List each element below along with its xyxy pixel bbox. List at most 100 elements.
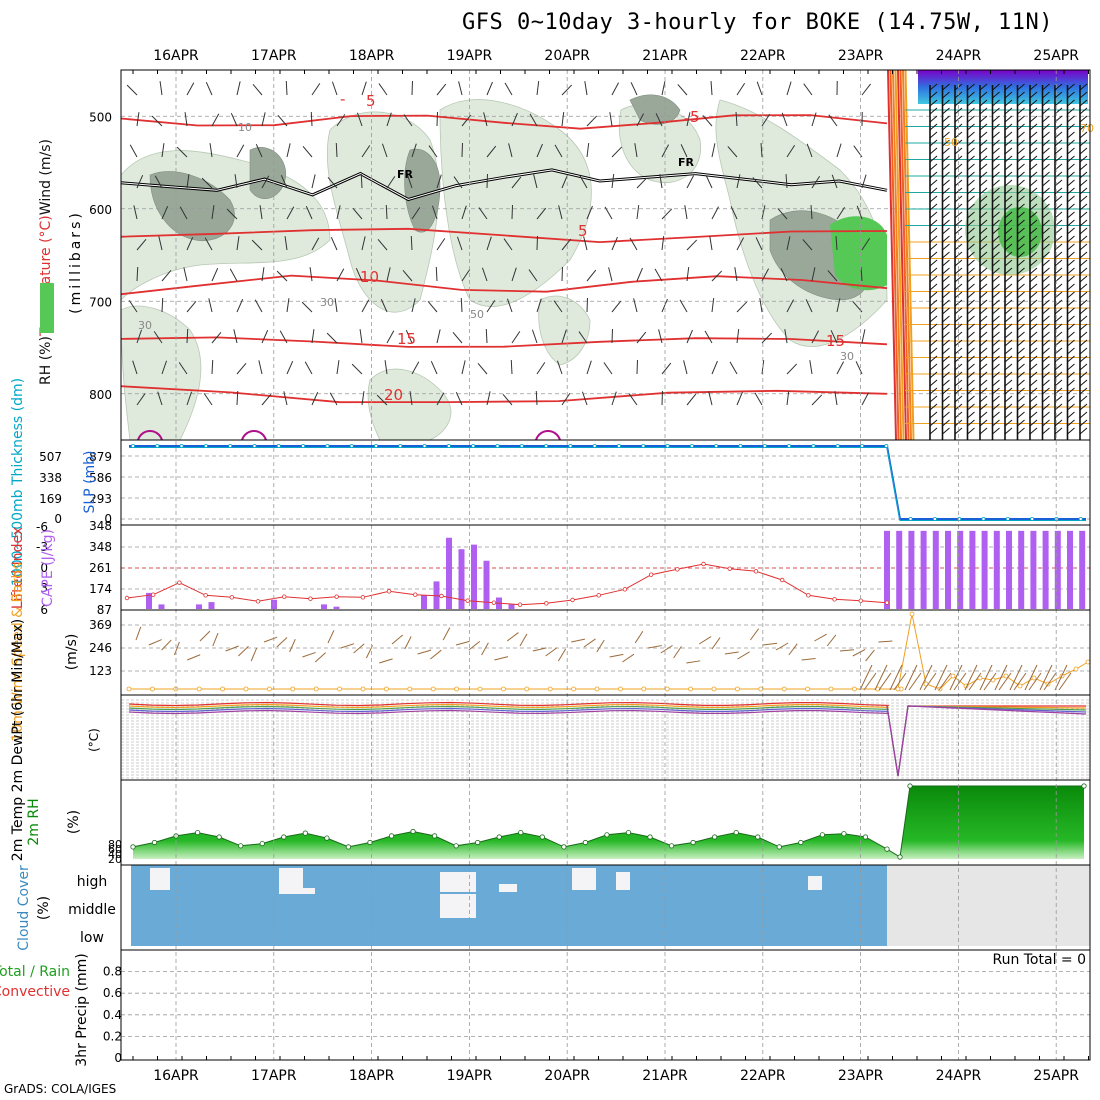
barb-flag: [1017, 403, 1025, 411]
break-contour: [899, 69, 910, 441]
barb-flag: [1042, 195, 1050, 203]
barb-flag: [1017, 83, 1025, 91]
barb-flag: [979, 203, 988, 211]
barb-flag: [1029, 171, 1038, 179]
barb-flag: [967, 123, 975, 131]
temp-contour--5: [120, 114, 888, 130]
wind-speed-point: [594, 686, 600, 692]
wind-barb: [361, 391, 365, 406]
barb-flag: [992, 363, 1000, 371]
cape-bar: [146, 592, 152, 609]
wind-barb: [225, 645, 239, 652]
rh-shade-dark-1: [249, 147, 287, 199]
wind-speed-point: [477, 686, 483, 692]
wind-barb: [786, 236, 791, 251]
rh2m-point: [367, 839, 373, 846]
barb-flag: [1029, 163, 1038, 171]
wind-barb: [378, 83, 388, 96]
barb-flag: [1004, 211, 1013, 219]
barb-flag: [967, 99, 975, 107]
barb-flag: [1054, 363, 1063, 371]
barb-flag: [942, 195, 950, 203]
barb-flag: [979, 299, 988, 307]
barb-flag: [979, 131, 988, 139]
wind-speed-point: [828, 686, 834, 692]
precip-tick: 0.2: [103, 1029, 122, 1043]
barb-flag: [1029, 187, 1038, 195]
wind-barb: [658, 329, 663, 344]
barb-flag: [1067, 291, 1075, 299]
barb-flag: [992, 227, 1000, 235]
barb-flag: [1042, 171, 1050, 179]
wind-barb: [435, 266, 438, 282]
barb-flag: [1079, 115, 1088, 123]
barb-flag: [992, 115, 1000, 123]
barb-flag: [992, 331, 1000, 339]
wind-barb: [481, 267, 488, 282]
wind-barb: [561, 84, 573, 96]
barb-flag: [967, 267, 975, 275]
barb-flag: [967, 307, 975, 315]
li-point: [255, 599, 261, 604]
barb-flag: [1017, 123, 1025, 131]
wind-barb: [856, 205, 863, 220]
wind-barb: [460, 297, 463, 313]
wind-barb: [865, 649, 875, 662]
wind-barb: [949, 664, 963, 691]
barb-flag: [1017, 155, 1025, 163]
precip-tick: 0.4: [103, 1008, 122, 1022]
barb-flag: [942, 291, 950, 299]
barb-flag: [992, 235, 1000, 243]
barb-flag: [992, 315, 1000, 323]
low-level-contour-2: [535, 430, 561, 441]
wind-barb: [456, 236, 463, 251]
barb-flag: [942, 403, 950, 411]
wind-barb: [968, 672, 982, 691]
wind-barb: [702, 115, 713, 127]
thickness-tick: 338: [39, 471, 62, 485]
barb-flag: [1079, 251, 1088, 259]
wind-barb: [511, 331, 521, 344]
wind-barb: [230, 113, 238, 127]
wind-barb: [519, 633, 528, 647]
wind-barb: [609, 112, 613, 127]
wind-barb: [661, 81, 666, 96]
cape-bar: [1067, 530, 1073, 609]
wind-barb: [908, 672, 922, 691]
barb-flag: [1004, 427, 1013, 435]
wind-barb: [1058, 672, 1072, 691]
wind-barb: [661, 298, 668, 313]
wind-barb: [736, 391, 743, 406]
slp-line: [129, 445, 1086, 520]
barb-flag: [967, 211, 975, 219]
wind-barb: [327, 630, 335, 644]
wind-barb: [161, 143, 165, 158]
barb-flag: [929, 411, 938, 419]
barb-flag: [1004, 283, 1013, 291]
barb-flag: [1042, 387, 1050, 395]
slp-point: [665, 443, 670, 448]
barb-flag: [1042, 427, 1050, 435]
barb-flag: [992, 355, 1000, 363]
barb-flag: [992, 371, 1000, 379]
barb-flag: [1067, 139, 1075, 147]
barb-flag: [1029, 131, 1038, 139]
slp-tick: 586: [89, 471, 112, 485]
wind-barb: [436, 238, 446, 251]
thickness-tick: 0: [54, 512, 62, 526]
barb-flag: [1017, 115, 1025, 123]
barb-flag: [954, 155, 963, 163]
barb-flag: [1017, 203, 1025, 211]
wind-barb: [647, 645, 662, 649]
barb-flag: [954, 219, 963, 227]
wind-barb: [184, 112, 188, 127]
wind-barb: [250, 647, 258, 662]
cape-bar: [433, 581, 440, 609]
barb-flag: [954, 379, 963, 387]
wind-barb: [431, 205, 438, 220]
wind-barb: [680, 144, 688, 158]
wind-barb: [533, 174, 538, 189]
barb-flag: [1042, 219, 1050, 227]
barb-flag: [1042, 147, 1050, 155]
barb-flag: [967, 83, 975, 91]
